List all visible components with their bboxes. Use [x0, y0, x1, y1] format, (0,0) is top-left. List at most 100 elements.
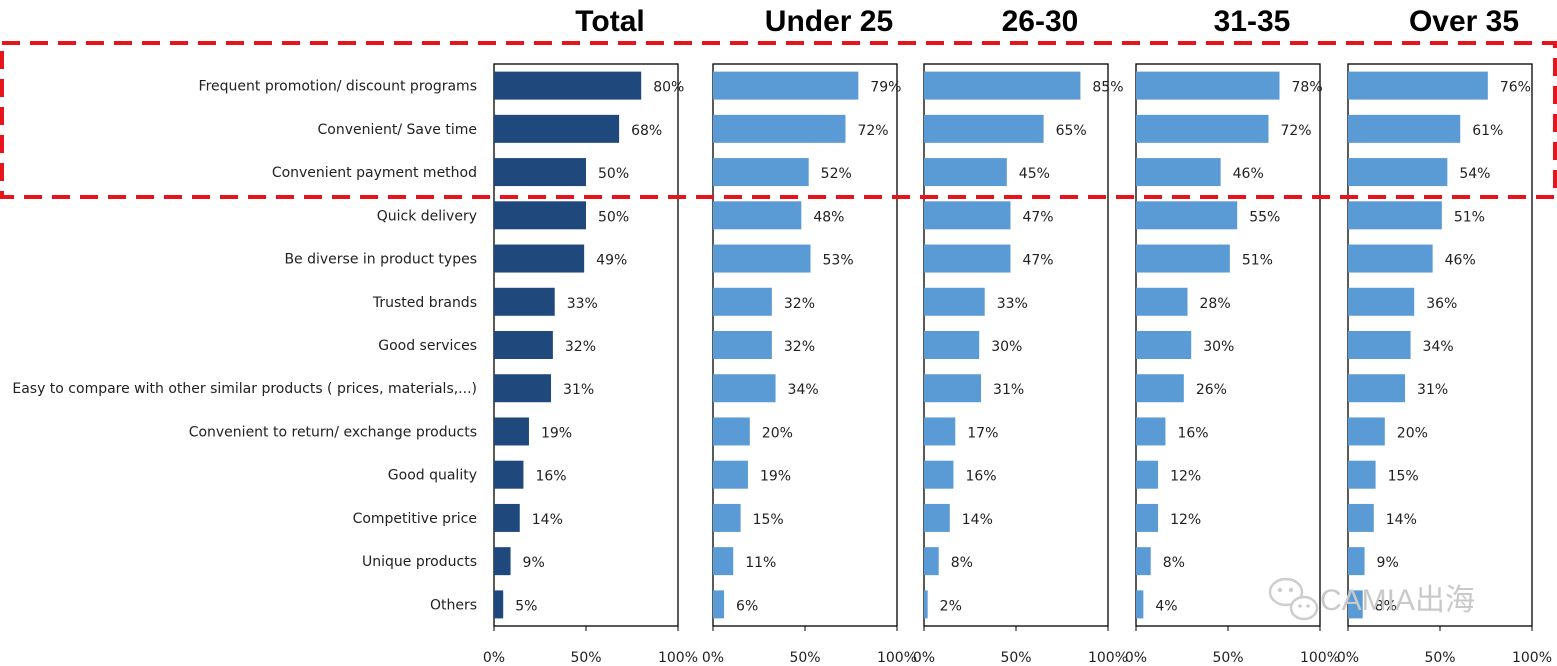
- data-label: 15%: [1388, 469, 1419, 485]
- bar: [1136, 71, 1280, 100]
- data-label: 34%: [1423, 339, 1454, 355]
- bar: [1136, 590, 1144, 619]
- data-label: 85%: [1092, 80, 1123, 96]
- tick-label: 0%: [1125, 650, 1147, 666]
- data-label: 14%: [532, 512, 563, 528]
- bar: [924, 331, 980, 359]
- data-label: 8%: [1375, 598, 1397, 614]
- tick-label: 100%: [1300, 650, 1340, 666]
- wechat-icon: [1268, 577, 1319, 621]
- data-label: 54%: [1459, 166, 1490, 182]
- tick-label: 50%: [570, 650, 601, 666]
- bar: [1348, 374, 1406, 403]
- bar: [713, 114, 846, 143]
- bar: [494, 547, 511, 576]
- data-label: 55%: [1249, 209, 1280, 225]
- bar: [1348, 244, 1433, 273]
- watermark-text: CAMIA出海: [1320, 584, 1475, 617]
- tick-label: 0%: [702, 650, 724, 666]
- data-label: 20%: [762, 425, 793, 441]
- data-label: 76%: [1500, 80, 1531, 96]
- bar: [1136, 460, 1159, 489]
- category-label: Convenient payment method: [272, 165, 477, 181]
- bar: [494, 460, 524, 489]
- bar: [494, 590, 504, 619]
- data-label: 78%: [1292, 80, 1323, 96]
- bar: [494, 503, 520, 532]
- bar: [713, 244, 811, 273]
- data-label: 49%: [596, 253, 627, 269]
- bar: [1348, 331, 1411, 359]
- bar: [1348, 460, 1376, 489]
- data-label: 31%: [1417, 382, 1448, 398]
- category-label: Good services: [378, 338, 477, 354]
- bar: [494, 374, 552, 403]
- bar: [494, 244, 585, 273]
- data-label: 45%: [1019, 166, 1050, 182]
- data-label: 50%: [598, 166, 629, 182]
- panel-under-25: 79% 72% 52% 48% 53% 32% 32% 34% 20% 19% 15% 11% 6% 0%…: [702, 63, 917, 666]
- bar: [713, 590, 725, 619]
- data-label: 15%: [753, 512, 784, 528]
- data-label: 46%: [1445, 253, 1476, 269]
- tick-label: 50%: [1424, 650, 1455, 666]
- data-label: 52%: [821, 166, 852, 182]
- data-label: 72%: [857, 123, 888, 139]
- bar: [1136, 158, 1221, 187]
- data-label: 17%: [967, 425, 998, 441]
- tick-label: 0%: [913, 650, 935, 666]
- data-label: 12%: [1170, 469, 1201, 485]
- data-label: 50%: [598, 209, 629, 225]
- category-label: Unique products: [362, 554, 477, 570]
- data-label: 19%: [760, 469, 791, 485]
- data-label: 31%: [563, 382, 594, 398]
- panel-26-30: 85% 65% 45% 47% 47% 33% 30% 31% 17% 16% 14% 8% 2% 0% 5…: [913, 63, 1128, 666]
- data-label: 80%: [653, 80, 684, 96]
- data-label: 9%: [523, 555, 545, 571]
- bar: [713, 71, 859, 100]
- bar: [1348, 417, 1385, 446]
- bar: [494, 287, 555, 316]
- data-label: 8%: [1163, 555, 1185, 571]
- data-label: 30%: [1203, 339, 1234, 355]
- category-label: Easy to compare with other similar produ…: [12, 381, 477, 397]
- bar: [924, 374, 982, 403]
- data-label: 12%: [1170, 512, 1201, 528]
- data-label: 36%: [1426, 296, 1457, 312]
- data-label: 8%: [951, 555, 973, 571]
- panel-total: 80% 68% 50% 50% 49% 33% 32% 31% 19% 16% 14% 9% 5% 0% 5…: [483, 63, 698, 666]
- panel-title: Over 35: [1409, 5, 1519, 38]
- data-label: 16%: [535, 469, 566, 485]
- data-label: 9%: [1377, 555, 1399, 571]
- data-label: 5%: [515, 598, 537, 614]
- bar: [494, 71, 642, 100]
- tick-label: 100%: [1088, 650, 1128, 666]
- bar: [1136, 503, 1159, 532]
- tick-label: 50%: [1212, 650, 1243, 666]
- bar: [924, 158, 1007, 187]
- bar: [713, 374, 776, 403]
- data-label: 33%: [567, 296, 598, 312]
- bar: [1348, 71, 1488, 100]
- bar: [924, 201, 1011, 230]
- data-label: 11%: [745, 555, 776, 571]
- category-label: Trusted brands: [372, 295, 477, 311]
- bar: [1136, 244, 1230, 273]
- data-label: 30%: [991, 339, 1022, 355]
- panel-over-35: 76% 61% 54% 51% 46% 36% 34% 31% 20% 15% 14% 9% 8% 0% 5…: [1337, 63, 1552, 666]
- bar: [713, 417, 750, 446]
- tick-label: 0%: [1337, 650, 1359, 666]
- panel-title: 26-30: [1002, 5, 1079, 38]
- bar: [924, 417, 956, 446]
- data-label: 16%: [965, 469, 996, 485]
- bar: [924, 287, 985, 316]
- data-label: 32%: [784, 339, 815, 355]
- bar: [924, 503, 950, 532]
- data-label: 14%: [1386, 512, 1417, 528]
- tick-label: 50%: [789, 650, 820, 666]
- data-label: 2%: [940, 598, 962, 614]
- data-label: 72%: [1280, 123, 1311, 139]
- category-label: Be diverse in product types: [284, 252, 477, 268]
- bar: [1136, 287, 1188, 316]
